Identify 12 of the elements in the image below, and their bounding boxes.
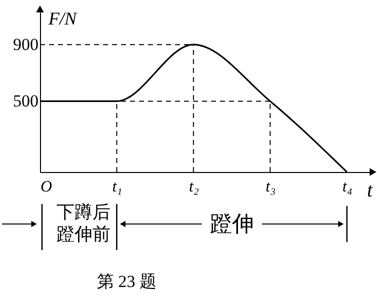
x-tick-label: t₄ [342,178,352,196]
x-axis-title: t [366,180,373,202]
x-tick-label: O [40,178,52,196]
y-axis-title: F/N [48,8,78,28]
y-tick-label: 900 [13,35,38,54]
text: 第 23 题 [96,272,156,291]
text: 蹬伸 [210,211,254,236]
y-tick-label: 500 [13,92,38,111]
x-tick-label: t₂ [188,178,200,196]
text: 下蹲后蹬伸前 [56,202,110,244]
x-tick-label: t₃ [266,178,276,196]
x-tick-label: t₁ [112,178,122,196]
